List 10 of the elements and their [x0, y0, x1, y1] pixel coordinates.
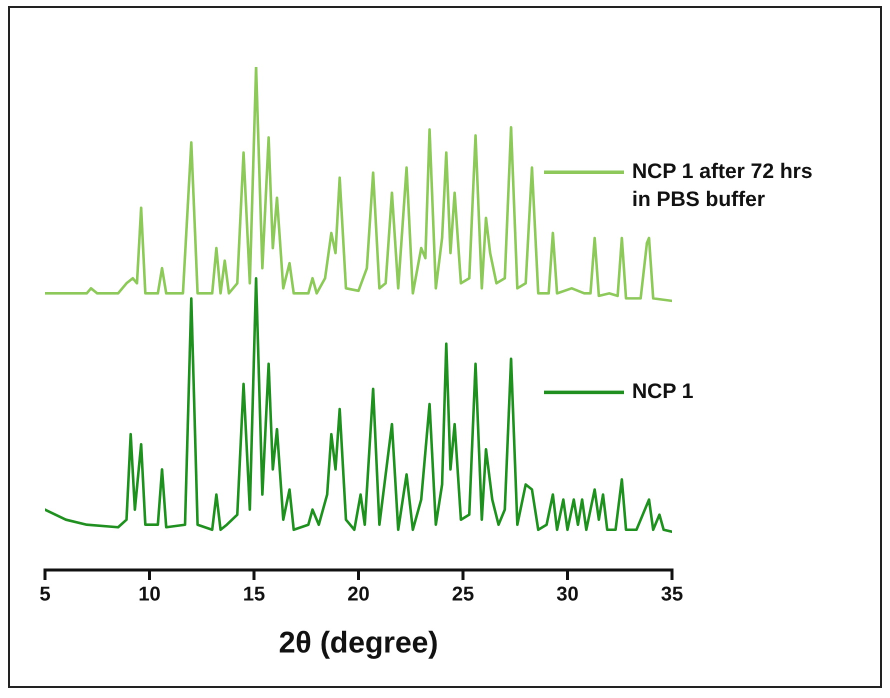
x-tick-label: 10: [138, 584, 161, 606]
x-tick-label: 5: [39, 584, 51, 606]
x-tick-label: 15: [242, 584, 266, 606]
legend-label: NCP 1: [632, 380, 694, 404]
x-tick-label: 35: [660, 584, 684, 606]
x-tick-label: 20: [347, 584, 370, 606]
x-axis-title: 2θ (degree): [278, 626, 438, 660]
x-tick-label: 30: [556, 584, 579, 606]
x-tick-label: 25: [452, 584, 474, 606]
legend-label: NCP 1 after 72 hrs in PBS buffer: [632, 160, 813, 212]
